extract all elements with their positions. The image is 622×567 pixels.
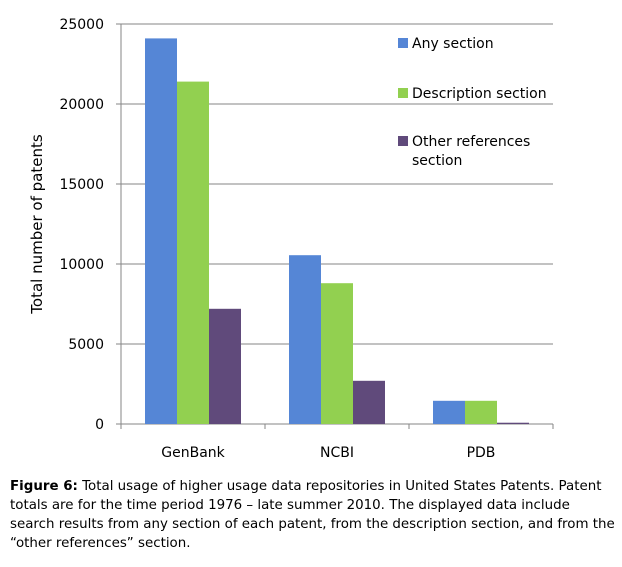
bar-ncbi-series-2 [321,283,353,424]
y-tick-label: 10000 [59,257,104,273]
bar-genbank-series-3 [209,308,241,424]
bar-ncbi-series-1 [289,255,321,424]
y-tick-label: 5000 [68,337,104,353]
figure-caption: Figure 6: Total usage of higher usage da… [10,477,616,553]
y-tick-label: 20000 [59,97,104,113]
x-tick-label: GenBank [161,445,225,461]
x-tick-label: NCBI [320,445,354,461]
bar-pdb-series-2 [465,400,497,424]
y-tick-label: 15000 [59,177,104,193]
bar-genbank-series-1 [145,38,177,425]
legend-label: Any section [412,36,494,52]
bar-pdb-series-3 [497,422,529,424]
bar-genbank-series-2 [177,81,209,424]
x-tick-label: PDB [467,445,496,461]
y-axis-label: Total number of patents [28,134,46,315]
bars [145,38,529,425]
legend: Any section Description section Other refe… [398,36,547,169]
y-tick-label: 25000 [59,17,104,33]
caption-text: Total usage of higher usage data reposit… [10,479,615,551]
legend-label: Other references section [412,134,530,169]
bar-ncbi-series-3 [353,380,385,424]
y-tick-label: 0 [95,417,104,433]
legend-swatch [398,136,408,146]
legend-label: Description section [412,86,547,102]
caption-label: Figure 6: [10,479,78,494]
bar-pdb-series-1 [433,400,465,424]
legend-swatch [398,38,408,48]
tick-labels: 0 5000 10000 15000 20000 25000 GenBank NCBI PDB [59,17,495,461]
legend-swatch [398,88,408,98]
